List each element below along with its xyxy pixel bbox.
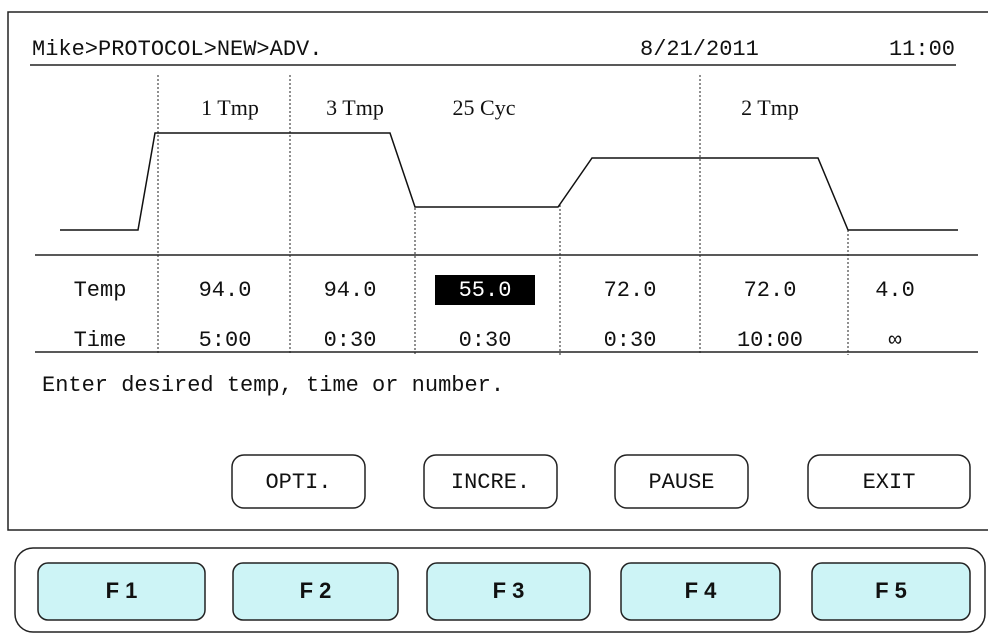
cell: 0:30 [459,328,512,353]
function-key-label[interactable]: F 5 [875,578,907,603]
softkey-label[interactable]: INCRE. [451,470,530,495]
function-key-label[interactable]: F 4 [685,578,718,603]
cell: ∞ [888,328,901,353]
table: Temp 94.0 94.0 55.0 72.0 72.0 4.0 Time 5:00 0:30 0… [74,278,915,353]
function-key[interactable] [37,562,206,621]
cell: 0:30 [324,328,377,353]
function-key[interactable] [232,562,399,621]
selection-highlight [435,275,535,305]
step-label: 3 Tmp [326,95,384,120]
cell: 55.0 [459,278,512,303]
cell: 72.0 [744,278,797,303]
function-key-label[interactable]: F 2 [300,578,332,603]
cell: 94.0 [324,278,377,303]
softkey-label[interactable]: OPTI. [265,470,331,495]
step-label: 25 Cyc [453,95,516,120]
softkey[interactable] [231,454,366,509]
cell: 10:00 [737,328,803,353]
softkeys: OPTI. INCRE. PAUSE EXIT [231,454,971,509]
cell: 94.0 [199,278,252,303]
row-label: Temp [74,278,127,303]
message: Enter desired temp, time or number. [42,373,504,398]
softkey[interactable] [807,454,971,509]
date: 8/21/2011 [640,37,759,62]
function-keys: F 1 F 2 F 3 F 4 F 5 [37,562,971,621]
function-key[interactable] [620,562,781,621]
function-key[interactable] [426,562,591,621]
step-label: 2 Tmp [741,95,799,120]
function-key-label[interactable]: F 1 [106,578,138,603]
function-key-label[interactable]: F 3 [493,578,525,603]
screen-panel [7,11,988,531]
cell: 0:30 [604,328,657,353]
softkey-label[interactable]: EXIT [863,470,916,495]
function-key[interactable] [811,562,971,621]
cell: 4.0 [875,278,915,303]
softkey-label[interactable]: PAUSE [648,470,714,495]
breadcrumb: Mike>PROTOCOL>NEW>ADV. [32,37,322,62]
cell: 72.0 [604,278,657,303]
temperature-profile [60,132,958,231]
time: 11:00 [889,37,955,62]
cell: 5:00 [199,328,252,353]
softkey[interactable] [614,454,749,509]
step-dividers [157,75,849,355]
step-label: 1 Tmp [201,95,259,120]
row-label: Time [74,328,127,353]
softkey[interactable] [423,454,558,509]
